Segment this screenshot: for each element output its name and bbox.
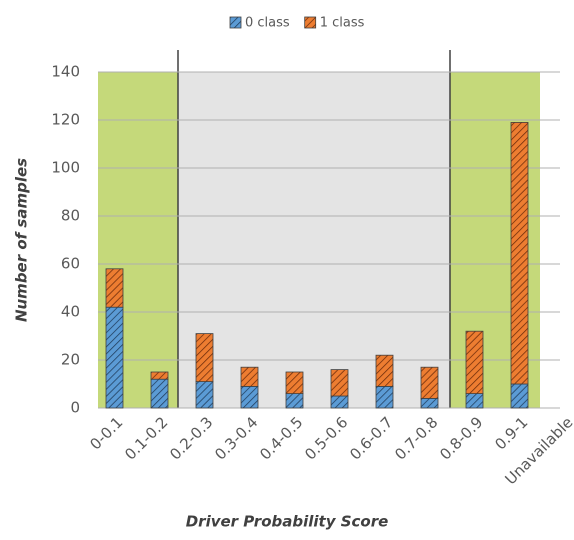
x-axis-title: Driver Probability Score [186,513,389,531]
legend-swatch [229,16,242,29]
x-tick-label: 0-0.1 [86,413,126,453]
x-tick-label: 0.3-0.4 [211,413,261,463]
bar-segment [240,385,259,409]
y-tick-label: 60 [61,255,80,273]
y-tick-label: 120 [51,111,80,129]
bar-segment [465,393,484,409]
bar-segment [330,395,349,409]
y-tick-label: 100 [51,159,80,177]
bar-segment [285,371,304,395]
bar-segment [375,354,394,387]
y-tick-label: 80 [61,207,80,225]
bar-segment [105,306,124,409]
y-tick-label: 140 [51,63,80,81]
x-tick-label: 0.4-0.5 [256,413,306,463]
x-tick-label: 0.8-0.9 [436,413,486,463]
bar-segment [420,397,439,409]
y-axis-title: Number of samples [13,158,31,322]
bar-segment [195,333,214,383]
bar-segment [195,381,214,409]
x-tick-label: 0.5-0.6 [301,413,351,463]
y-tick-label: 20 [61,351,80,369]
bar-segment [510,122,529,385]
bar-segment [150,378,169,409]
gray-region [178,72,450,408]
bar-segment [105,268,124,308]
x-tick-label: 0.6-0.7 [346,413,396,463]
x-tick-label: 0.9-1 [491,413,531,453]
y-tick-label: 0 [70,399,80,417]
legend-label: 1 class [320,16,365,31]
legend-swatch [304,16,317,29]
bar-segment [150,371,169,380]
bar-segment [285,393,304,409]
bar-segment [420,366,439,399]
bar-segment [240,366,259,387]
y-tick-label: 40 [61,303,80,321]
x-tick-label: 0.1-0.2 [121,413,171,463]
bar-segment [465,330,484,395]
x-tick-label: 0.7-0.8 [391,413,441,463]
bar-segment [330,369,349,397]
x-tick-label: 0.2-0.3 [166,413,216,463]
bar-segment [510,383,529,409]
legend-label: 0 class [245,16,290,31]
bar-segment [375,385,394,409]
